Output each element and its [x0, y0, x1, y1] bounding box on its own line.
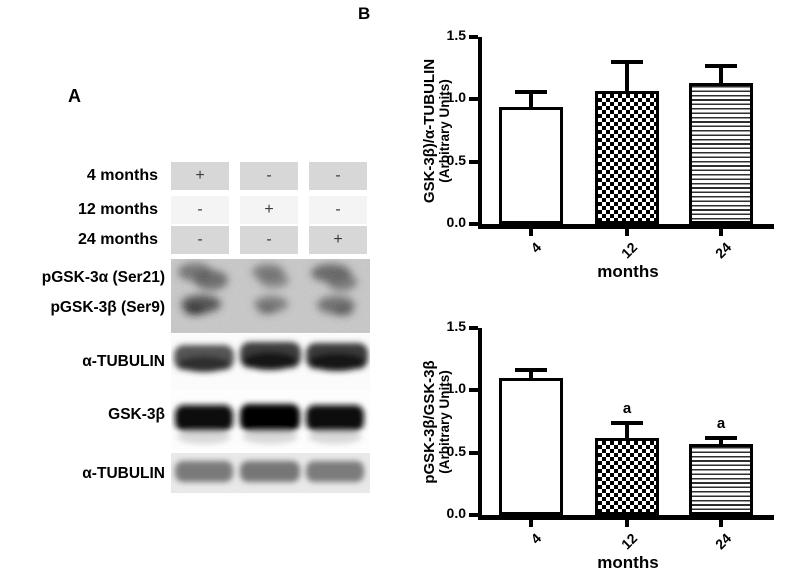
- error-bar-cap: [515, 89, 547, 94]
- error-bar-cap: [611, 420, 643, 425]
- blot-image-tubulin-1: [171, 334, 370, 390]
- significance-annotation: a: [716, 414, 726, 432]
- bar-24-months: [689, 83, 753, 224]
- y-axis-tick: [469, 513, 478, 517]
- y-axis-tick: [469, 450, 478, 455]
- dose-cell: +: [309, 226, 367, 254]
- bar-12-months: [595, 90, 659, 224]
- blot-image-pgsk: [171, 259, 370, 333]
- dose-cell: -: [309, 196, 367, 224]
- y-axis-tick-label: 1.0: [446, 380, 466, 397]
- blot-image-tubulin-2: [171, 453, 370, 493]
- error-bar-stem: [625, 60, 629, 97]
- panel-b-letter: B: [358, 4, 371, 23]
- blot-label-pgsk3a: pGSK-3α (Ser21): [41, 269, 165, 286]
- bar-4-months: [499, 106, 563, 224]
- y-axis-title: pGSK-3β/GSK-3β (Arbitrary Units): [421, 360, 453, 483]
- y-axis-tick-label: 0.0: [446, 214, 466, 230]
- y-axis-title-line2: (Arbitrary Units): [437, 369, 453, 474]
- blot-label-gsk3b: GSK-3β: [108, 406, 165, 423]
- y-axis-tick-label: 0.5: [446, 151, 466, 168]
- significance-annotation: a: [622, 399, 632, 417]
- blot-bands-gsk3b: [175, 404, 364, 444]
- y-axis-tick: [469, 97, 478, 102]
- x-axis-tick: [719, 520, 723, 527]
- dose-cell: -: [240, 226, 298, 254]
- dose-row-label: 24 months: [77, 231, 158, 248]
- dose-cell: +: [240, 196, 298, 224]
- x-axis-title: months: [597, 553, 659, 572]
- y-axis-tick: [469, 35, 478, 39]
- x-axis-tick: [529, 520, 533, 527]
- blot-label-tubulin-2: α-TUBULIN: [82, 465, 165, 482]
- y-axis-tick: [469, 388, 478, 393]
- error-bar-cap: [705, 63, 737, 68]
- error-bar-cap: [515, 368, 547, 373]
- error-bar-stem: [529, 90, 533, 113]
- error-bar-stem: [719, 64, 723, 90]
- chart-plot-area: 0.0 0.5 1.0 1.5 4 a 12 a 24 months: [447, 318, 774, 572]
- x-axis-title: months: [597, 262, 659, 281]
- y-axis-tick-label: 0.5: [446, 442, 466, 459]
- dose-row-label: 4 months: [86, 167, 158, 184]
- blot-label-pgsk3b: pGSK-3β (Ser9): [50, 299, 165, 316]
- y-axis-tick-label: 1.5: [446, 27, 466, 43]
- y-axis-tick-label: 0.0: [446, 505, 466, 521]
- bar-12-months: [595, 437, 659, 515]
- bar-chart-gsk3b-tubulin: 0.0 0.5 1.0 1.5 4 12 24 months GSK-3β)/α-TUBULIN…: [398, 20, 792, 305]
- error-bar-stem: [719, 436, 723, 450]
- y-axis-title-line1: pGSK-3β/GSK-3β: [420, 359, 438, 484]
- y-axis-tick-label: 1.5: [446, 318, 466, 334]
- x-axis-tick: [719, 229, 723, 236]
- blot-image-gsk3b: [171, 390, 370, 449]
- error-bar-stem: [625, 421, 629, 444]
- dose-cell: -: [171, 196, 229, 224]
- y-axis-title: GSK-3β)/α-TUBULIN (Arbitrary Units): [421, 58, 453, 202]
- dose-row-label: 12 months: [77, 201, 158, 218]
- y-axis-title-line2: (Arbitrary Units): [437, 78, 453, 183]
- bar-chart-pgsk3b-gsk3b: 0.0 0.5 1.0 1.5 4 a 12 a 24 months pGSK-3β/GSK-3β(…: [398, 311, 792, 581]
- x-axis-tick: [625, 520, 629, 527]
- bar-24-months: [689, 443, 753, 515]
- bar-4-months: [499, 377, 563, 515]
- y-axis-tick: [469, 222, 478, 226]
- y-axis-tick-label: 1.0: [446, 89, 466, 106]
- blot-label-tubulin-1: α-TUBULIN: [82, 353, 165, 370]
- panel-a-letter: A: [68, 86, 81, 106]
- error-bar-cap: [611, 59, 643, 64]
- dose-cell: -: [309, 162, 367, 190]
- blot-bands-tubulin-2: [175, 461, 364, 482]
- error-bar-stem: [529, 369, 533, 384]
- y-axis-tick: [469, 159, 478, 164]
- blot-bands-tubulin-1: [174, 342, 368, 372]
- dose-cell: -: [171, 226, 229, 254]
- error-bar-cap: [705, 435, 737, 440]
- x-axis-tick: [529, 229, 533, 236]
- y-axis-tick: [469, 326, 478, 330]
- dose-cell: -: [240, 162, 298, 190]
- dose-cell: +: [171, 162, 229, 190]
- y-axis-title-line1: GSK-3β)/α-TUBULIN: [420, 58, 438, 203]
- x-axis-tick: [625, 229, 629, 236]
- chart-plot-area: 0.0 0.5 1.0 1.5 4 12 24 months: [447, 27, 774, 281]
